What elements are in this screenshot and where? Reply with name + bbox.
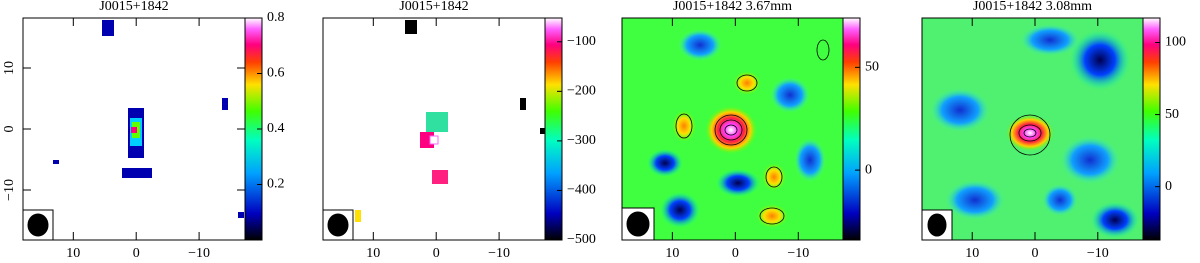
map-image — [23, 18, 245, 240]
beam — [22, 207, 953, 241]
map-image — [922, 18, 1143, 240]
y-tick-label: 10 — [2, 61, 17, 75]
panel-title: J0015+1842 3.08mm — [973, 0, 1092, 14]
panel-title: J0015+1842 3.67mm — [673, 0, 792, 14]
x-tick-label: 0 — [732, 246, 739, 261]
panel-title: J0015+1842 — [399, 0, 468, 14]
colorbar-tick-label: 0 — [1165, 179, 1172, 194]
colorbar-tick-label: 0.6 — [267, 66, 285, 81]
x-tick-label: 0 — [133, 246, 140, 261]
panel-title: J0015+1842 — [99, 0, 168, 14]
colorbar-tick-label: −400 — [567, 183, 596, 198]
x-tick-label: −10 — [1087, 246, 1109, 261]
colorbar — [1142, 17, 1161, 241]
colorbar-tick-label: −200 — [567, 84, 596, 99]
colorbar-tick-label: 0.8 — [267, 10, 285, 25]
x-tick-label: −10 — [188, 246, 210, 261]
map-image — [622, 18, 843, 240]
x-tick-label: 10 — [366, 246, 380, 261]
x-tick-label: 10 — [665, 246, 679, 261]
x-tick-label: 0 — [433, 246, 440, 261]
x-tick-label: −10 — [488, 246, 510, 261]
colorbar-tick-label: −100 — [567, 34, 596, 49]
colorbar-tick-label: 50 — [1165, 107, 1179, 122]
x-tick-label: 10 — [965, 246, 979, 261]
colorbar-tick-label: 0.4 — [267, 121, 285, 136]
x-tick-label: 0 — [1032, 246, 1039, 261]
y-tick-label: 0 — [2, 126, 17, 133]
colorbar — [842, 17, 861, 241]
x-tick-label: 10 — [66, 246, 80, 261]
colorbar — [544, 17, 563, 241]
colorbar-tick-label: 50 — [865, 60, 879, 75]
y-tick-label: −10 — [2, 179, 17, 201]
colorbar-tick-label: 0 — [865, 162, 872, 177]
colorbar-tick-label: 100 — [1165, 35, 1186, 50]
colorbar-tick-label: −300 — [567, 133, 596, 148]
colorbar-tick-label: −500 — [567, 232, 596, 247]
map-image — [323, 18, 545, 240]
colorbar-tick-label: 0.2 — [267, 177, 285, 192]
x-tick-label: −10 — [787, 246, 809, 261]
